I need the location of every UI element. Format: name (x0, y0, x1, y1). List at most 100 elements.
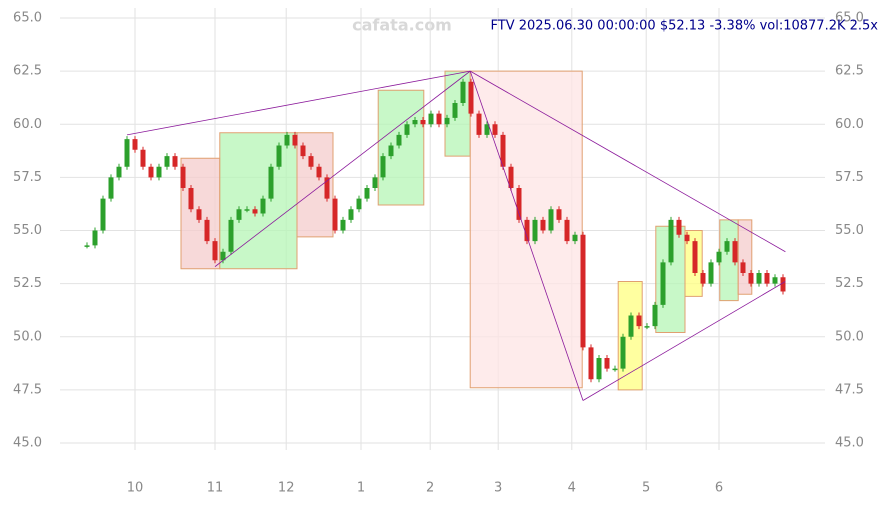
candle (428, 113, 434, 125)
candle (676, 219, 682, 235)
candle (404, 124, 410, 135)
candle (236, 209, 242, 220)
candle (564, 219, 570, 242)
candle (500, 134, 506, 167)
y-tick-label: 55.0 (13, 223, 42, 238)
candle (388, 145, 394, 157)
y-tick-label: 50.0 (13, 329, 42, 344)
candle (668, 219, 674, 263)
x-tick-label: 1 (357, 481, 365, 496)
candle (556, 209, 562, 220)
candle (132, 139, 138, 150)
zone (444, 70, 471, 157)
candle (612, 368, 618, 371)
candle (588, 347, 594, 380)
candle (380, 156, 386, 178)
y-tick-label-right: 47.5 (835, 382, 864, 397)
trend-line (469, 70, 584, 401)
x-tick-label: 12 (278, 481, 295, 496)
candle (620, 336, 626, 369)
candle (452, 103, 458, 118)
candle (92, 230, 98, 246)
candle (484, 124, 490, 135)
candle (468, 81, 474, 114)
candle (684, 234, 690, 242)
x-tick-label: 6 (715, 481, 723, 496)
candle (356, 198, 362, 210)
trend-line (582, 281, 786, 401)
candle (628, 315, 634, 337)
y-tick-label-right: 62.5 (835, 64, 864, 79)
y-tick-label-right: 60.0 (835, 117, 864, 132)
candle (308, 156, 314, 167)
candle (780, 277, 786, 292)
candle (300, 145, 306, 157)
candle (420, 120, 426, 125)
candle (660, 262, 666, 305)
y-tick-label: 45.0 (13, 436, 42, 451)
y-tick-label-right: 57.5 (835, 170, 864, 185)
trend-line (214, 70, 471, 267)
candle (156, 166, 162, 178)
candle (372, 177, 378, 188)
candle (748, 273, 754, 284)
candle (740, 262, 746, 273)
candle (652, 304, 658, 327)
candle (100, 198, 106, 231)
candle (492, 124, 498, 135)
candle (220, 251, 226, 261)
candle (332, 198, 338, 231)
candle (268, 166, 274, 199)
y-tick-label-right: 65.0 (835, 11, 864, 26)
candle (180, 166, 186, 188)
candle (772, 277, 778, 284)
candle (548, 209, 554, 231)
candle (572, 234, 578, 242)
candle (108, 177, 114, 199)
zone (737, 219, 753, 295)
candle (524, 219, 530, 242)
candle (596, 358, 602, 380)
zone (377, 89, 425, 206)
candle (140, 149, 146, 167)
candle (756, 273, 762, 284)
candle (708, 262, 714, 284)
candle (692, 241, 698, 273)
candle (116, 166, 122, 178)
candle (324, 177, 330, 199)
candle (276, 145, 282, 167)
candle (292, 134, 298, 146)
candle (724, 241, 730, 252)
candle (284, 134, 290, 146)
y-tick-label: 52.5 (13, 276, 42, 291)
candle (636, 315, 642, 327)
x-tick-label: 5 (642, 481, 650, 496)
candle (476, 113, 482, 135)
y-tick-label: 47.5 (13, 382, 42, 397)
candle (580, 234, 586, 348)
candle (148, 166, 154, 178)
candle (228, 219, 234, 252)
x-tick-label: 11 (207, 481, 224, 496)
candle (460, 81, 466, 103)
candle (348, 209, 354, 220)
x-tick-label: 10 (127, 481, 144, 496)
candle (532, 219, 538, 242)
candle (252, 209, 258, 214)
x-tick-label: 2 (426, 481, 434, 496)
candle (732, 241, 738, 263)
candle (244, 209, 250, 211)
y-tick-label-right: 50.0 (835, 329, 864, 344)
candle (316, 166, 322, 178)
candle (540, 219, 546, 231)
y-tick-label: 57.5 (13, 170, 42, 185)
y-tick-label: 60.0 (13, 117, 42, 132)
y-tick-label: 65.0 (13, 11, 42, 26)
candle (196, 209, 202, 220)
candle (412, 120, 418, 125)
candle (700, 273, 706, 284)
candle (84, 245, 90, 247)
watermark: cafata.com (352, 16, 452, 35)
